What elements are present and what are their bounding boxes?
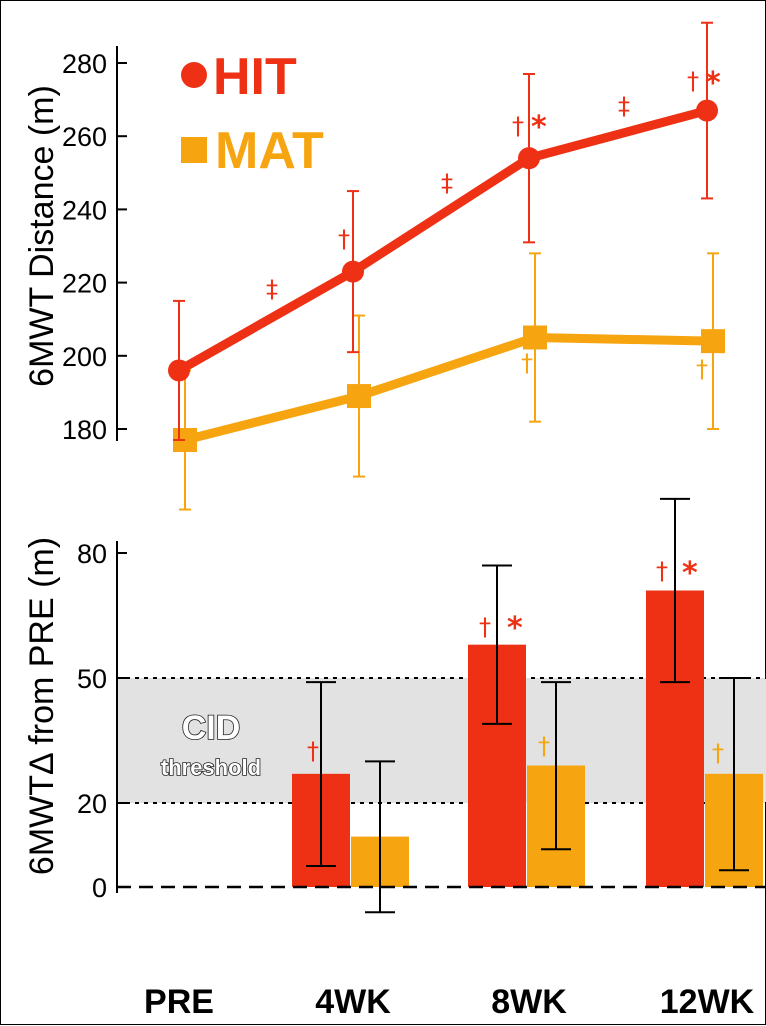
significance-marker: *: [705, 66, 721, 101]
top-y-tick-label: 220: [62, 269, 107, 299]
legend-label-mat: MAT: [215, 122, 324, 180]
series-mat: [173, 252, 725, 511]
top-y-tick-label: 200: [62, 342, 107, 372]
significance-marker: †: [338, 225, 350, 253]
significance-marker: †: [687, 67, 699, 95]
significance-marker: *: [507, 611, 523, 646]
series-hit: [168, 21, 718, 441]
x-category-label: PRE: [144, 983, 214, 1021]
x-category-label: 12WK: [660, 983, 755, 1021]
legend-label-hit: HIT: [213, 48, 297, 106]
significance-marker: †: [538, 732, 550, 760]
legend-marker-mat: [181, 137, 207, 163]
data-point: [523, 325, 547, 350]
cid-sublabel: threshold: [161, 755, 261, 780]
bottom-y-axis-label: 6MWTΔ from PRE (m): [23, 537, 61, 875]
significance-marker: *: [531, 110, 547, 145]
bottom-y-tick-label: 0: [92, 873, 107, 903]
significance-marker: ‡: [266, 275, 278, 303]
data-point: [701, 329, 725, 354]
cid-label: CID: [182, 709, 241, 747]
top-y-tick-label: 180: [62, 415, 107, 445]
significance-marker: *: [682, 556, 698, 591]
legend-marker-hit: [181, 62, 207, 88]
series-line-mat: [180, 332, 718, 445]
data-point: [168, 359, 190, 382]
x-category-label: 8WK: [491, 983, 567, 1021]
x-category-label: 4WK: [315, 983, 391, 1021]
significance-marker: †: [512, 112, 524, 140]
top-panel: 6MWT Distance (m) 180 200 220 240 260 280 HIT…: [23, 21, 725, 511]
significance-marker: †: [521, 349, 533, 377]
top-y-tick-label: 280: [62, 49, 107, 79]
bottom-y-tick-label: 80: [77, 539, 107, 569]
data-point: [347, 384, 371, 409]
significance-marker: †: [696, 355, 708, 383]
data-point: [342, 260, 364, 283]
bottom-y-tick-label: 50: [77, 664, 107, 694]
bottom-y-tick-label: 20: [77, 789, 107, 819]
top-y-axis-label: 6MWT Distance (m): [23, 85, 61, 387]
series-line-hit: [174, 106, 712, 375]
top-y-tick-label: 260: [62, 122, 107, 152]
top-y-tick-label: 240: [62, 195, 107, 225]
significance-marker: ‡: [441, 169, 453, 197]
significance-marker: †: [479, 613, 491, 641]
data-point: [518, 147, 540, 170]
significance-marker: †: [307, 737, 319, 765]
data-point: [696, 99, 718, 122]
significance-marker: ‡: [618, 92, 630, 120]
significance-marker: †: [656, 557, 668, 585]
significance-marker: †: [712, 739, 724, 767]
